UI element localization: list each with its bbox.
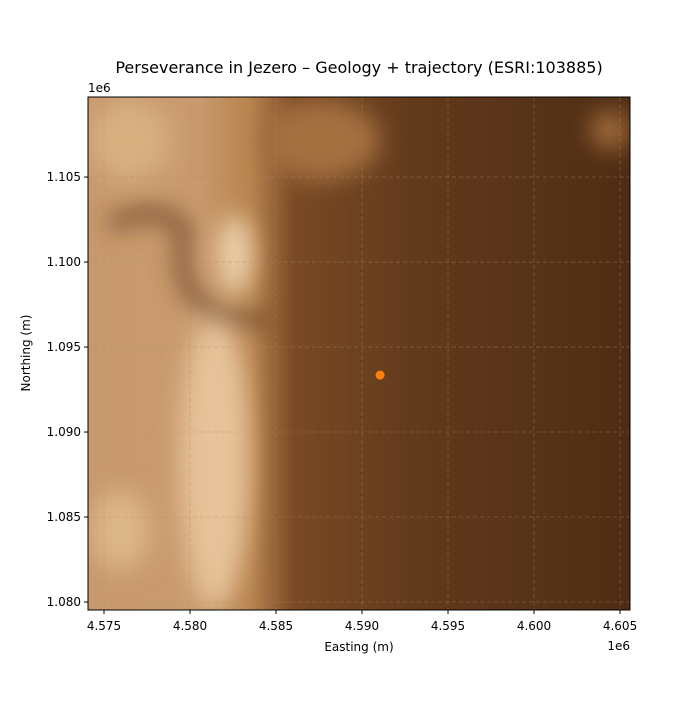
y-axis-label: Northing (m) [19,315,33,392]
x-tick-label: 4.575 [87,619,121,633]
axes-frame [87,96,631,611]
x-tick-label: 4.605 [603,619,637,633]
y-tick-label: 1.085 [47,510,81,524]
y-tick-label: 1.095 [47,340,81,354]
y-tick-label: 1.105 [47,170,81,184]
chart-title: Perseverance in Jezero – Geology + traje… [115,58,602,77]
y-tick-label: 1.100 [47,255,81,269]
y-tick-label: 1.080 [47,595,81,609]
x-tick-label: 4.590 [345,619,379,633]
x-axis-label: Easting (m) [324,640,393,654]
x-offset-label: 1e6 [607,639,630,653]
rover-position [375,370,385,380]
x-tick-label: 4.580 [173,619,207,633]
y-offset-label: 1e6 [88,81,111,95]
x-tick-label: 4.595 [431,619,465,633]
x-tick-label: 4.600 [517,619,551,633]
y-tick-label: 1.090 [47,425,81,439]
terrain-image [88,97,630,610]
grid [88,97,630,610]
x-tick-label: 4.585 [259,619,293,633]
